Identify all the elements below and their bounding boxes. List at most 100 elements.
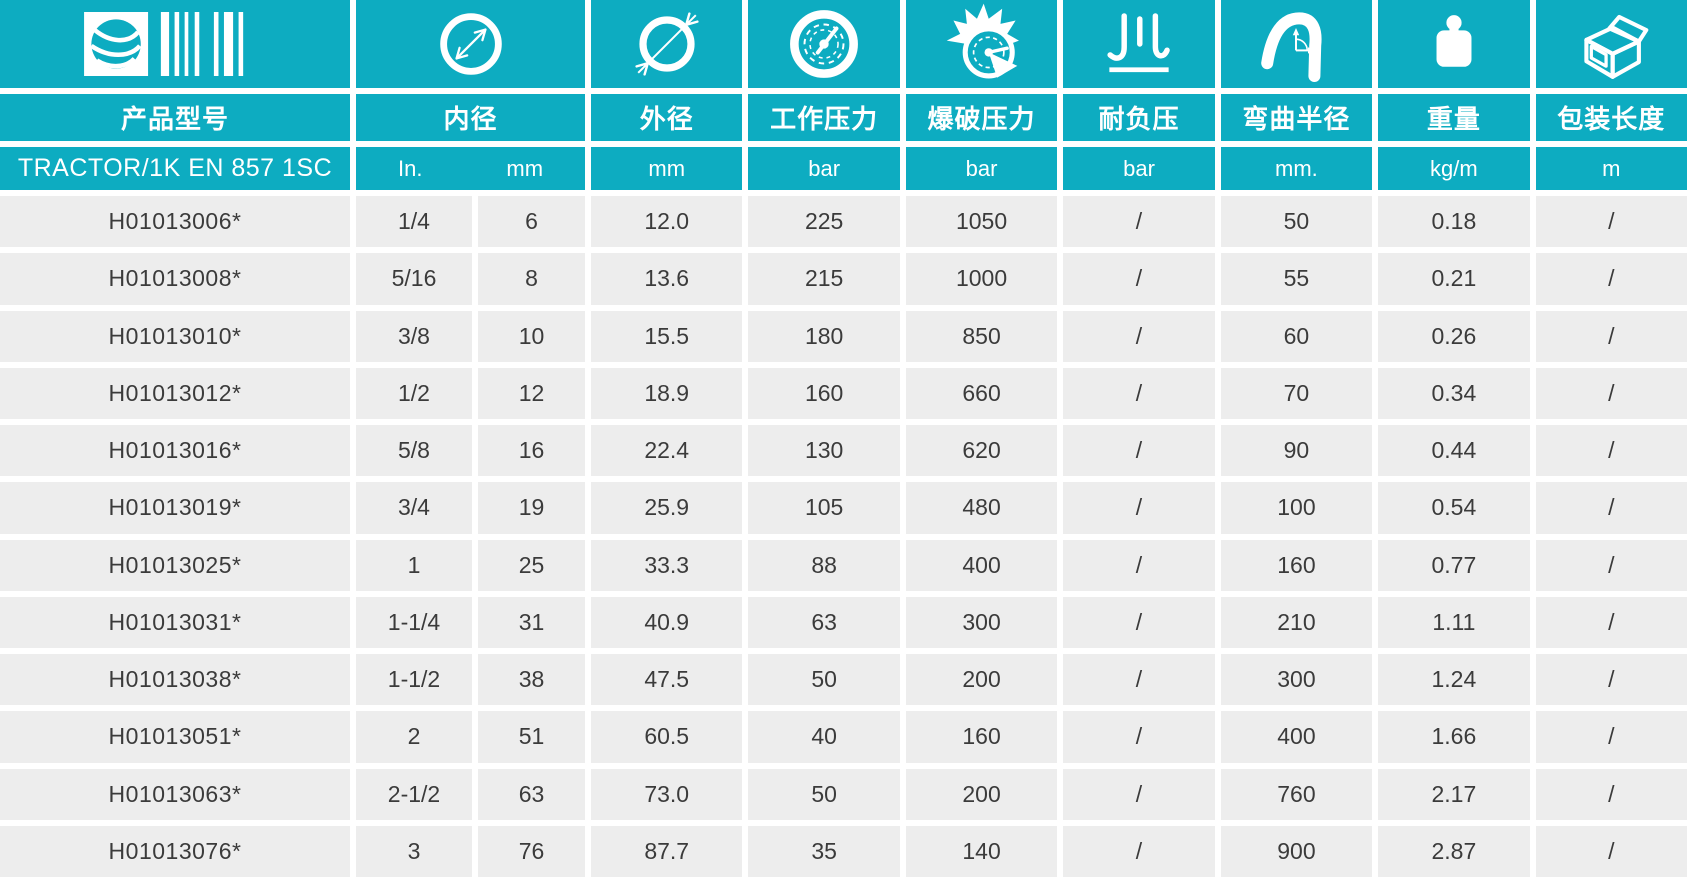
weight-icon-cell [1378, 0, 1530, 88]
spec-value-cell: / [1063, 482, 1215, 534]
spec-value-cell: 105 [748, 482, 900, 534]
spec-value-cell: 2-1/2 [356, 768, 472, 820]
spec-value-cell: 300 [1220, 654, 1373, 706]
spec-value-cell: 160 [748, 367, 900, 419]
spec-value-cell: / [1535, 825, 1687, 877]
burst-pressure-icon [946, 3, 1019, 79]
spec-value-cell: 1 [356, 539, 472, 591]
spec-value-cell: / [1535, 711, 1687, 763]
spec-value-cell: 0.26 [1378, 310, 1530, 362]
spec-value-cell: 55 [1220, 253, 1373, 305]
spec-value-cell: 13.6 [591, 253, 743, 305]
spec-value-cell: 900 [1220, 825, 1373, 877]
spec-value-cell: / [1063, 596, 1215, 648]
spec-value-cell: / [1535, 768, 1687, 820]
spec-value-cell: 19 [478, 482, 585, 534]
spec-value-cell: 15.5 [591, 310, 743, 362]
unit-vacuum-resistance: bar [1063, 147, 1215, 190]
package-box-icon [1584, 14, 1649, 79]
series-name: TRACTOR/1K EN 857 1SC [0, 147, 350, 190]
unit-mm: mm [506, 155, 544, 181]
inner-diameter-icon [439, 13, 502, 75]
spec-value-cell: 660 [905, 367, 1058, 419]
product-code-cell: H01013031* [0, 596, 350, 648]
unit-inner-diameter: In. mm [356, 147, 585, 190]
bend-radius-icon [1261, 12, 1322, 82]
unit-packing-length: m [1535, 147, 1687, 190]
spec-value-cell: 200 [905, 768, 1058, 820]
spec-value-cell: 620 [905, 425, 1058, 477]
spec-value-cell: 400 [1220, 711, 1373, 763]
spec-value-cell: 40.9 [591, 596, 743, 648]
col-header-burst-pressure: 爆破压力 [905, 94, 1058, 141]
weight-icon [1436, 15, 1472, 67]
spec-value-cell: 16 [478, 425, 585, 477]
spec-value-cell: / [1063, 654, 1215, 706]
spec-value-cell: 25.9 [591, 482, 743, 534]
spec-value-cell: 31 [478, 596, 585, 648]
spec-value-cell: 10 [478, 310, 585, 362]
spec-value-cell: / [1063, 539, 1215, 591]
spec-value-cell: / [1063, 253, 1215, 305]
spec-value-cell: 90 [1220, 425, 1373, 477]
spec-value-cell: 73.0 [591, 768, 743, 820]
spec-value-cell: 225 [748, 196, 900, 248]
pressure-gauge-icon-cell [748, 0, 900, 88]
burst-pressure-icon-cell [905, 0, 1058, 88]
package-box-icon-cell [1535, 0, 1687, 88]
spec-value-cell: 1050 [905, 196, 1058, 248]
spec-value-cell: 47.5 [591, 654, 743, 706]
product-code-cell: H01013051* [0, 711, 350, 763]
product-code-cell: H01013038* [0, 654, 350, 706]
col-header-product-model: 产品型号 [0, 94, 350, 141]
spec-value-cell: / [1535, 310, 1687, 362]
spec-value-cell: / [1535, 367, 1687, 419]
spec-value-cell: 3/8 [356, 310, 472, 362]
spec-value-cell: 63 [748, 596, 900, 648]
spec-value-cell: 18.9 [591, 367, 743, 419]
spec-value-cell: 2.87 [1378, 825, 1530, 877]
col-header-vacuum-resistance: 耐负压 [1063, 94, 1215, 141]
unit-outer-diameter: mm [591, 147, 743, 190]
spec-value-cell: 1.24 [1378, 654, 1530, 706]
spec-value-cell: / [1063, 367, 1215, 419]
spec-value-cell: 100 [1220, 482, 1373, 534]
spec-value-cell: 300 [905, 596, 1058, 648]
spec-value-cell: 40 [748, 711, 900, 763]
spec-value-cell: 6 [478, 196, 585, 248]
spec-value-cell: 400 [905, 539, 1058, 591]
spec-value-cell: 51 [478, 711, 585, 763]
spec-value-cell: 25 [478, 539, 585, 591]
spec-value-cell: / [1535, 596, 1687, 648]
spec-value-cell: / [1063, 825, 1215, 877]
spec-value-cell: / [1063, 425, 1215, 477]
unit-weight: kg/m [1378, 147, 1530, 190]
spec-value-cell: 60 [1220, 310, 1373, 362]
spec-value-cell: / [1535, 425, 1687, 477]
spec-value-cell: 160 [905, 711, 1058, 763]
spec-value-cell: 140 [905, 825, 1058, 877]
spec-value-cell: 160 [1220, 539, 1373, 591]
col-header-bend-radius: 弯曲半径 [1220, 94, 1373, 141]
spec-value-cell: / [1063, 768, 1215, 820]
product-code-cell: H01013025* [0, 539, 350, 591]
spec-value-cell: 760 [1220, 768, 1373, 820]
spec-value-cell: 8 [478, 253, 585, 305]
spec-value-cell: 12.0 [591, 196, 743, 248]
product-code-cell: H01013006* [0, 196, 350, 248]
spec-value-cell: 1.11 [1378, 596, 1530, 648]
unit-burst-pressure: bar [905, 147, 1058, 190]
col-header-working-pressure: 工作压力 [748, 94, 900, 141]
spec-value-cell: / [1535, 482, 1687, 534]
outer-diameter-icon [635, 12, 699, 76]
spec-value-cell: 38 [478, 654, 585, 706]
spec-value-cell: 130 [748, 425, 900, 477]
outer-diameter-icon-cell [591, 0, 743, 88]
spec-value-cell: 35 [748, 825, 900, 877]
spec-value-cell: 3 [356, 825, 472, 877]
col-header-packing-length: 包装长度 [1535, 94, 1687, 141]
spec-value-cell: 60.5 [591, 711, 743, 763]
product-code-cell: H01013016* [0, 425, 350, 477]
spec-value-cell: 88 [748, 539, 900, 591]
